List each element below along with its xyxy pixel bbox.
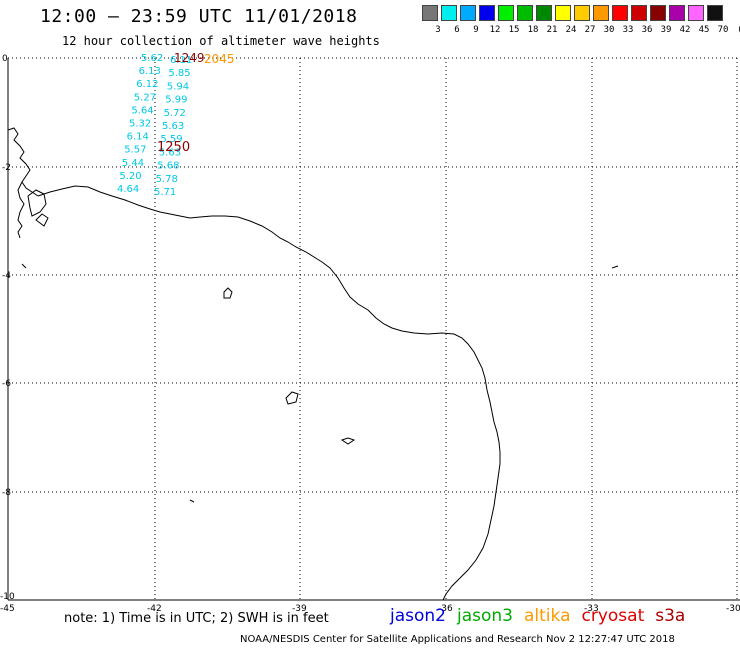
wave-height-value: 6.13 [139, 66, 161, 77]
lagoon [27, 189, 49, 227]
wave-height-value: 5.64 [131, 105, 153, 116]
scale-swatch [574, 5, 590, 21]
scale-swatch [498, 5, 514, 21]
wave-height-value: 6.11 [170, 55, 192, 66]
wave-height-value: 5.94 [167, 81, 189, 92]
y-tick-label: -4 [2, 271, 11, 281]
wave-height-value: 5.62 [141, 53, 163, 64]
wave-height-value: 6.12 [136, 79, 158, 90]
wave-height-value: 5.99 [165, 95, 187, 106]
island-fernando [285, 391, 299, 405]
coastline [37, 185, 501, 601]
satellite-legend-jason3: jason3 [457, 606, 513, 626]
scale-label: 27 [584, 25, 596, 35]
wave-height-value: 5.57 [124, 145, 146, 156]
scale-swatch [422, 5, 438, 21]
scale-label: 18 [527, 25, 539, 35]
track-values-left: 5.62 6.13 6.12 5.27 5.64 5.32 6.14 5.57 5.44 5.20… [117, 53, 163, 195]
wave-height-value: 5.72 [164, 108, 186, 119]
island-rocas [223, 287, 233, 299]
satellite-legend-altika: altika [524, 606, 571, 626]
scale-swatch [536, 5, 552, 21]
scale-swatch [688, 5, 704, 21]
wave-height-value: 5.44 [122, 158, 144, 169]
island-small-c [21, 263, 27, 269]
y-tick-label: -2 [2, 163, 11, 173]
scale-label: 39 [660, 25, 672, 35]
scale-label: 24 [565, 25, 577, 35]
footer-note: note: 1) Time is in UTC; 2) SWH is in fe… [64, 611, 329, 626]
y-tick-label: -10 [0, 592, 15, 602]
scale-unit-label: (ft) [736, 25, 740, 35]
track-time-1250: 1250 [157, 140, 190, 155]
scale-label: 42 [679, 25, 691, 35]
y-tick-label: 0 [2, 54, 8, 64]
x-axis-labels: -45 -42 -39 -36 -33 -30 [0, 604, 740, 614]
wave-height-value: 6.14 [127, 132, 149, 143]
scale-swatch [479, 5, 495, 21]
wave-height-value: 5.32 [129, 119, 151, 130]
scale-label: 33 [622, 25, 634, 35]
x-tick-label: -42 [147, 604, 162, 614]
wave-height-value: 5.85 [168, 68, 190, 79]
x-tick-label: -30 [726, 604, 740, 614]
scale-swatch [650, 5, 666, 21]
scale-label: 36 [641, 25, 653, 35]
wave-height-value: 4.64 [117, 184, 139, 195]
scale-label: 12 [489, 25, 501, 35]
track-time-1249: 1249 [174, 51, 205, 65]
scale-label: 15 [508, 25, 520, 35]
scale-label: 6 [454, 25, 460, 35]
island-small-b [611, 265, 619, 269]
scale-swatch [593, 5, 609, 21]
scale-label: 30 [603, 25, 615, 35]
island-east [340, 437, 356, 445]
y-tick-label: -8 [2, 488, 11, 498]
x-tick-label: -45 [0, 604, 15, 614]
track-values-right: 6.11 5.85 5.94 5.99 5.72 5.63 5.59 5.63 5.68 5.78… [154, 55, 192, 198]
satellite-legend-jason2: jason2 [390, 606, 446, 626]
scale-label: 70 [717, 25, 729, 35]
track-time-2045: 2045 [204, 52, 235, 66]
wave-height-value: 5.78 [156, 174, 178, 185]
scale-label: 3 [435, 25, 441, 35]
x-tick-label: -36 [438, 604, 453, 614]
scale-swatch [669, 5, 685, 21]
coastline-northwest [7, 127, 39, 239]
satellite-legend: jason2 jason3 altika cryosat s3a [390, 606, 696, 626]
wave-height-value: 5.63 [159, 147, 181, 158]
y-tick-label: -6 [2, 379, 11, 389]
x-tick-label: -39 [292, 604, 307, 614]
page-title: 12:00 – 23:59 UTC 11/01/2018 [40, 6, 358, 27]
scale-swatch [612, 5, 628, 21]
scale-swatch [517, 5, 533, 21]
satellite-legend-cryosat: cryosat [581, 606, 645, 626]
scale-label: 21 [546, 25, 558, 35]
scale-label: 45 [698, 25, 710, 35]
scale-swatch [441, 5, 457, 21]
satellite-legend-s3a: s3a [655, 606, 686, 626]
scale-swatch [555, 5, 571, 21]
wave-height-value: 5.20 [119, 171, 141, 182]
footer-credit: NOAA/NESDIS Center for Satellite Applica… [240, 634, 675, 645]
scale-swatch [631, 5, 647, 21]
page-subtitle: 12 hour collection of altimeter wave hei… [62, 34, 380, 48]
scale-label: 9 [473, 25, 479, 35]
wave-height-value: 5.71 [154, 187, 176, 198]
graticule [8, 57, 740, 600]
x-tick-label: -33 [584, 604, 599, 614]
wave-height-value: 5.68 [157, 161, 179, 172]
y-axis-labels: 0 -2 -4 -6 -8 -10 [0, 54, 15, 602]
wave-height-value: 5.63 [162, 121, 184, 132]
wave-height-value: 5.59 [160, 134, 182, 145]
scale-swatch [460, 5, 476, 21]
island-small-a [189, 499, 195, 503]
scale-swatch [707, 5, 723, 21]
wave-height-value: 5.27 [134, 92, 156, 103]
